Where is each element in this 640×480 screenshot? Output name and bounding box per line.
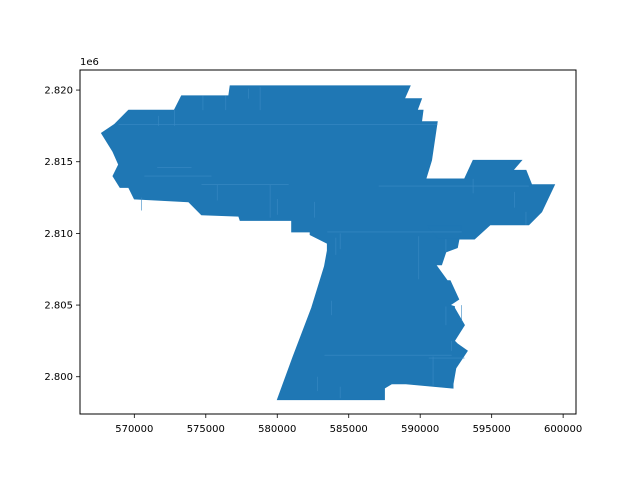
x-tick-label: 595000 <box>473 424 511 435</box>
axes-frame <box>79 69 577 415</box>
x-axis: 570000 575000 580000 585000 590000 595000 6000… <box>115 414 582 435</box>
y-tick-label: 2.820 <box>44 86 73 97</box>
y-tick-label: 2.810 <box>44 229 73 240</box>
y-axis-offset-label: 1e6 <box>80 57 99 68</box>
y-tick-label: 2.800 <box>44 372 73 383</box>
y-tick-label: 2.815 <box>44 157 73 168</box>
y-tick-label: 2.805 <box>44 301 73 312</box>
x-tick-label: 585000 <box>330 424 368 435</box>
x-tick-label: 570000 <box>115 424 153 435</box>
y-axis: 2.800 2.805 2.810 2.815 2.820 <box>44 86 80 383</box>
region-polygon <box>100 85 556 401</box>
x-tick-label: 575000 <box>187 424 225 435</box>
plot-layer <box>100 85 556 401</box>
x-tick-label: 590000 <box>401 424 439 435</box>
x-tick-label: 580000 <box>258 424 296 435</box>
x-tick-label: 600000 <box>544 424 582 435</box>
